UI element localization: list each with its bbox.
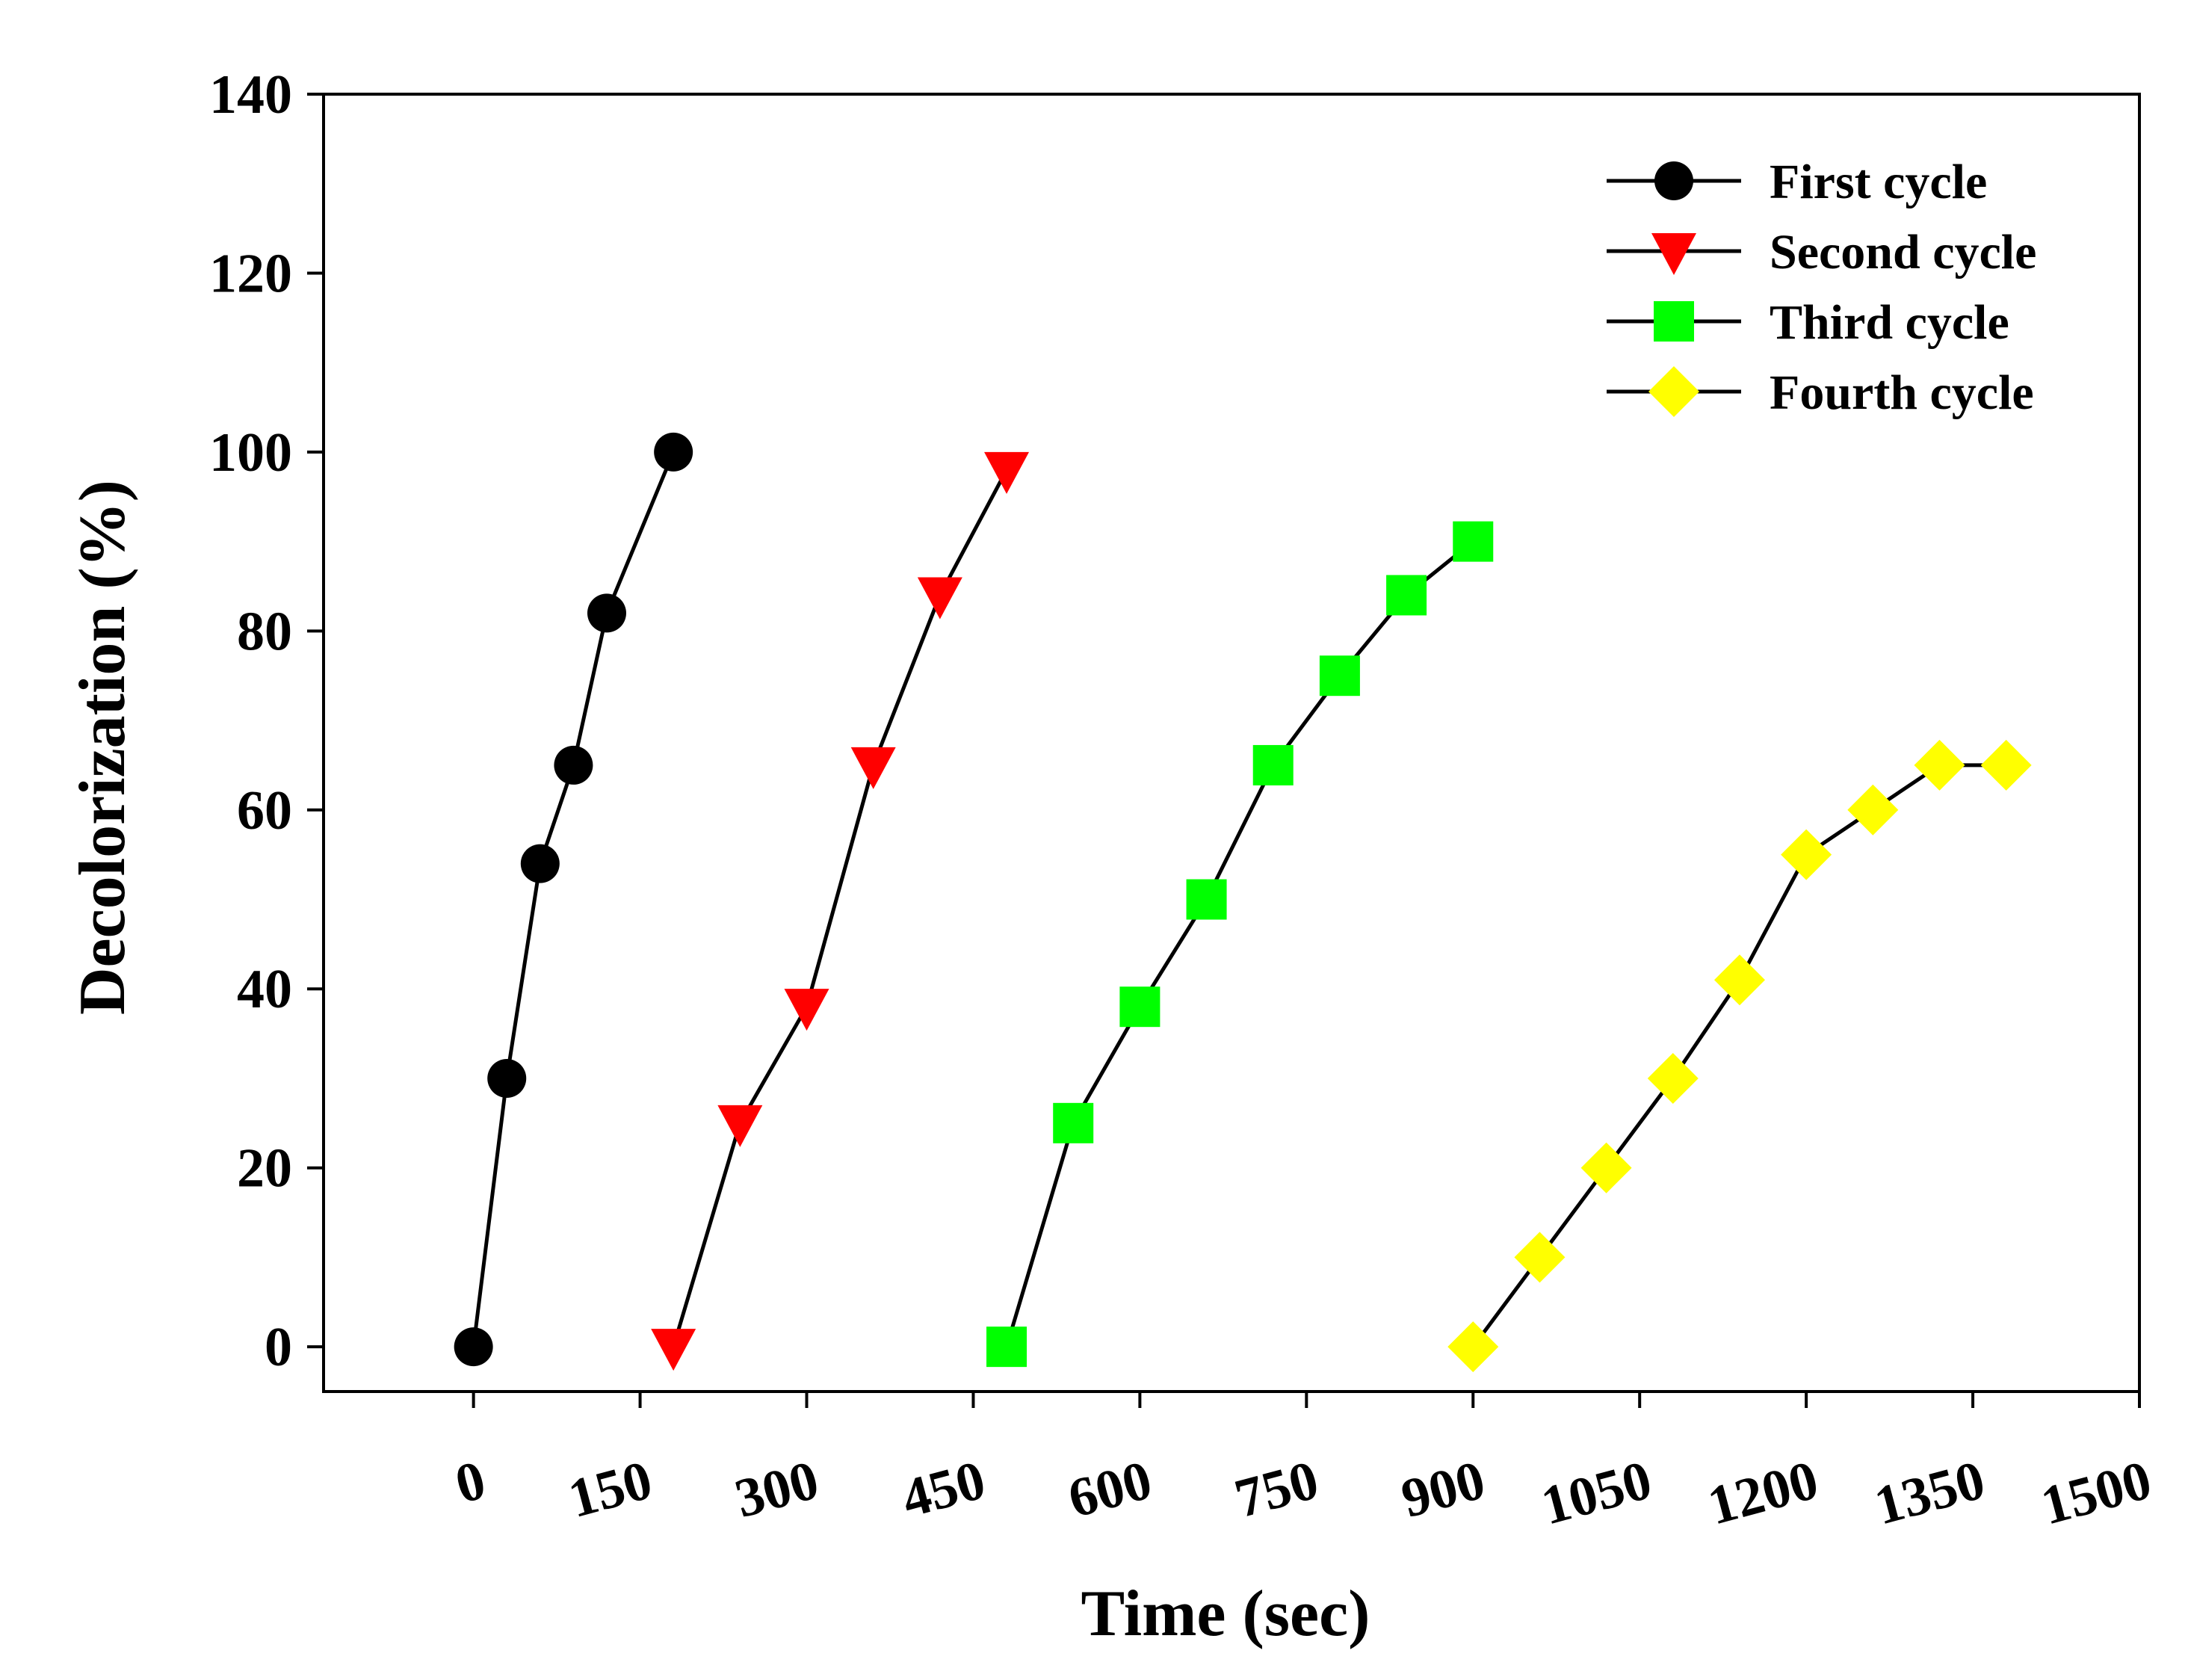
legend-marker xyxy=(1651,233,1696,275)
y-tick-label: 60 xyxy=(237,780,292,841)
data-point xyxy=(1319,655,1360,697)
data-point xyxy=(986,1327,1027,1368)
data-point xyxy=(984,451,1030,494)
data-point xyxy=(1119,986,1161,1028)
data-point xyxy=(454,1327,493,1367)
x-axis: 0 150 300 450 600 750 900 1050 1200 1350 1500 xyxy=(449,1392,2157,1537)
x-axis-title: Time (sec) xyxy=(1081,1578,1370,1650)
legend-item: First cycle xyxy=(1607,155,1987,209)
series-3 xyxy=(986,521,1494,1368)
data-point xyxy=(1781,829,1832,880)
legend-item: Fourth cycle xyxy=(1607,365,2034,420)
plot-frame xyxy=(322,93,2141,1393)
data-point xyxy=(1186,879,1227,920)
legend-item: Second cycle xyxy=(1607,225,2036,280)
legend-marker xyxy=(1654,161,1693,200)
x-tick-label: 1200 xyxy=(1702,1449,1824,1537)
series-line xyxy=(472,451,676,1347)
data-point xyxy=(554,745,593,785)
x-tick-label: 1500 xyxy=(2035,1449,2157,1537)
data-point xyxy=(1980,739,2032,791)
y-tick-label: 40 xyxy=(237,959,292,1020)
data-point xyxy=(850,747,896,789)
x-tick-label: 1350 xyxy=(1868,1449,1991,1537)
legend-marker xyxy=(1654,301,1694,342)
series-4 xyxy=(1447,739,2032,1373)
data-point xyxy=(1647,1052,1699,1104)
legend: First cycle Second cycle Third cycle Fourth… xyxy=(1607,155,2036,420)
x-tick-label: 150 xyxy=(563,1449,658,1530)
x-tick-label: 900 xyxy=(1395,1449,1491,1530)
x-tick-label: 0 xyxy=(449,1449,492,1516)
series-1 xyxy=(454,432,693,1367)
data-point xyxy=(651,1329,696,1371)
legend-label: First cycle xyxy=(1770,155,1987,209)
y-tick-label: 140 xyxy=(209,64,292,126)
legend-item: Third cycle xyxy=(1607,295,2009,350)
data-point xyxy=(1447,1321,1499,1373)
legend-label: Second cycle xyxy=(1770,225,2036,280)
y-axis-title: Decolorization (%) xyxy=(67,480,139,1015)
y-tick-label: 100 xyxy=(209,422,292,484)
data-point xyxy=(1386,575,1427,616)
y-axis: 0 20 40 60 80 100 120 140 xyxy=(209,64,324,1378)
x-tick-label: 1050 xyxy=(1535,1449,1657,1537)
data-point xyxy=(1914,739,1965,791)
data-point xyxy=(917,577,962,620)
data-point xyxy=(1713,954,1765,1006)
y-tick-label: 120 xyxy=(209,243,292,304)
data-point xyxy=(1252,744,1294,785)
legend-label: Third cycle xyxy=(1770,295,2009,350)
data-point xyxy=(1514,1232,1566,1283)
y-tick-label: 0 xyxy=(265,1317,292,1378)
y-tick-label: 80 xyxy=(237,601,292,662)
legend-label: Fourth cycle xyxy=(1770,365,2034,420)
data-point xyxy=(1580,1142,1632,1193)
x-tick-label: 750 xyxy=(1229,1449,1324,1530)
x-tick-label: 600 xyxy=(1062,1449,1158,1530)
data-point xyxy=(654,432,693,472)
data-point xyxy=(1053,1102,1094,1143)
x-tick-label: 450 xyxy=(895,1449,991,1530)
data-point xyxy=(1453,521,1494,562)
plot-series xyxy=(454,432,2032,1373)
x-tick-label: 300 xyxy=(729,1449,824,1530)
axes xyxy=(322,93,2141,1393)
legend-marker xyxy=(1648,366,1699,417)
data-point xyxy=(587,593,626,633)
data-point xyxy=(1847,784,1899,836)
y-tick-label: 20 xyxy=(237,1138,292,1199)
data-point xyxy=(520,844,560,883)
data-point xyxy=(784,989,829,1031)
data-point xyxy=(487,1058,527,1098)
series-line xyxy=(671,469,1009,1347)
data-point xyxy=(717,1105,763,1147)
series-2 xyxy=(651,451,1030,1371)
series-line xyxy=(1004,540,1474,1347)
